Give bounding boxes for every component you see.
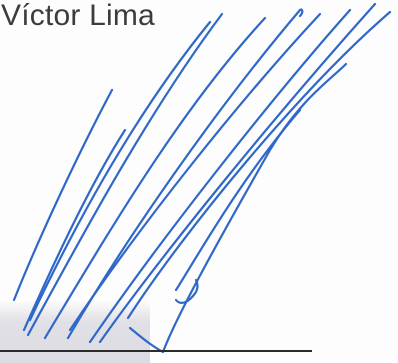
signature-stroke — [12, 88, 114, 302]
signature-stroke — [28, 20, 212, 322]
signature-stroke — [26, 12, 224, 337]
signature-stroke — [88, 8, 352, 344]
signer-name: Víctor Lima — [1, 0, 155, 32]
signature-stroke — [174, 108, 302, 292]
signature-stroke — [43, 16, 267, 340]
signature-shadow — [0, 300, 150, 363]
signature-stroke — [66, 8, 304, 340]
signature-stroke — [174, 278, 199, 304]
signature-stroke — [98, 2, 377, 344]
signature-stroke — [68, 12, 322, 332]
signature-stroke — [22, 128, 127, 332]
signature-stroke — [128, 62, 348, 354]
signature-stroke — [126, 10, 392, 320]
signature-line — [0, 350, 312, 352]
